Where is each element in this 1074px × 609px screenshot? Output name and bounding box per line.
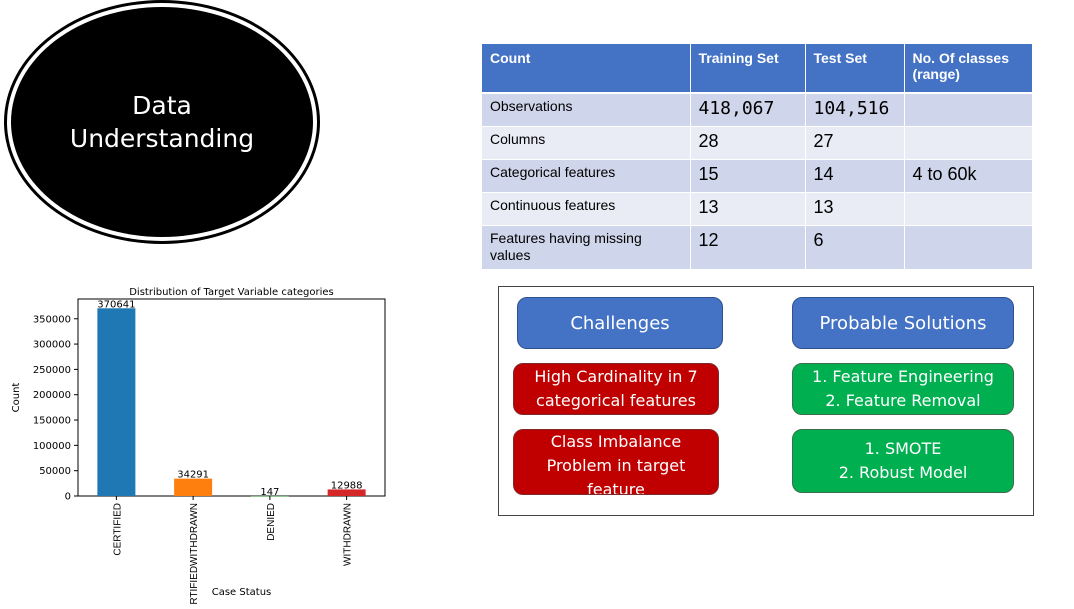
y-tick-label: 50000 — [39, 466, 71, 477]
bar-data-label: 12988 — [331, 480, 363, 491]
table-header-row: Count Training Set Test Set No. Of class… — [482, 44, 1033, 94]
y-axis-label: Count — [11, 383, 22, 413]
challenge-line: feature — [587, 480, 645, 495]
classes-value: 4 to 60k — [904, 159, 1033, 193]
test-value: 104,516 — [805, 93, 905, 127]
challenges-solutions-panel: Challenges Probable Solutions High Cardi… — [498, 286, 1034, 516]
bar — [327, 489, 366, 496]
bar — [97, 308, 136, 496]
bar-data-label: 370641 — [97, 299, 135, 310]
classes-value — [904, 93, 1033, 127]
table-row: Columns 28 27 — [482, 126, 1033, 160]
title-line-1: Data — [132, 91, 192, 120]
test-value: 14 — [805, 159, 905, 193]
header-test-set: Test Set — [805, 44, 905, 94]
header-count: Count — [482, 44, 691, 94]
y-tick-label: 300000 — [33, 340, 71, 351]
x-tick-label: WITHDRAWN — [343, 503, 354, 566]
row-label: Columns — [482, 126, 691, 160]
classes-value — [904, 225, 1033, 270]
title-oval: Data Understanding — [4, 0, 320, 244]
header-training-set: Training Set — [690, 44, 806, 94]
challenge-box: Class Imbalance Problem in target featur… — [513, 429, 719, 495]
solution-line: 2. Robust Model — [838, 463, 968, 482]
x-tick-label: CERTIFIEDWITHDRAWN — [189, 503, 200, 604]
challenge-line: categorical features — [536, 391, 696, 410]
solution-line: 1. Feature Engineering — [812, 367, 994, 386]
bar-data-label: 34291 — [177, 470, 209, 481]
title-oval-fill: Data Understanding — [11, 7, 313, 237]
solution-box: 1. Feature Engineering 2. Feature Remova… — [792, 363, 1014, 415]
bar-data-label: 147 — [260, 487, 279, 498]
bar — [174, 478, 213, 496]
row-label: Categorical features — [482, 159, 691, 193]
challenge-line: High Cardinality in 7 — [534, 367, 698, 386]
row-label: Features having missing values — [482, 225, 691, 270]
x-tick-label: DENIED — [266, 503, 277, 541]
table-row: Features having missing values 12 6 — [482, 225, 1033, 270]
solutions-header-label: Probable Solutions — [819, 312, 987, 334]
solutions-header: Probable Solutions — [792, 297, 1014, 349]
y-tick-label: 250000 — [33, 365, 71, 376]
chart-title: Distribution of Target Variable categori… — [129, 287, 334, 298]
y-tick-label: 200000 — [33, 390, 71, 401]
challenges-header: Challenges — [517, 297, 723, 349]
table-row: Observations 418,067 104,516 — [482, 93, 1033, 127]
challenge-line: Class Imbalance — [550, 432, 682, 451]
stats-table: Count Training Set Test Set No. Of class… — [482, 44, 1033, 270]
y-tick-label: 100000 — [33, 441, 71, 452]
test-value: 27 — [805, 126, 905, 160]
training-value: 28 — [690, 126, 806, 160]
test-value: 6 — [805, 225, 905, 270]
row-label: Observations — [482, 93, 691, 127]
training-value: 418,067 — [690, 93, 806, 127]
solution-line: 1. SMOTE — [864, 439, 942, 458]
x-axis-label: Case Status — [212, 587, 272, 598]
challenges-header-label: Challenges — [570, 312, 670, 334]
y-tick-label: 350000 — [33, 314, 71, 325]
test-value: 13 — [805, 192, 905, 226]
table-row: Categorical features 15 14 4 to 60k — [482, 159, 1033, 193]
training-value: 13 — [690, 192, 806, 226]
solution-box: 1. SMOTE 2. Robust Model — [792, 429, 1014, 493]
y-tick-label: 150000 — [33, 416, 71, 427]
solution-line: 2. Feature Removal — [825, 391, 981, 410]
target-distribution-chart: Distribution of Target Variable categori… — [0, 284, 400, 609]
chart-svg: Distribution of Target Variable categori… — [11, 287, 386, 609]
title-line-2: Understanding — [69, 124, 255, 153]
classes-value — [904, 192, 1033, 226]
challenge-line: Problem in target — [546, 456, 686, 475]
training-value: 15 — [690, 159, 806, 193]
row-label: Continuous features — [482, 192, 691, 226]
header-classes-range: No. Of classes (range) — [904, 44, 1033, 94]
classes-value — [904, 126, 1033, 160]
table-row: Continuous features 13 13 — [482, 192, 1033, 226]
training-value: 12 — [690, 225, 806, 270]
x-tick-label: CERTIFIED — [112, 503, 123, 556]
y-tick-label: 0 — [65, 492, 71, 503]
plot-frame — [77, 298, 386, 497]
challenge-box: High Cardinality in 7 categorical featur… — [513, 363, 719, 415]
